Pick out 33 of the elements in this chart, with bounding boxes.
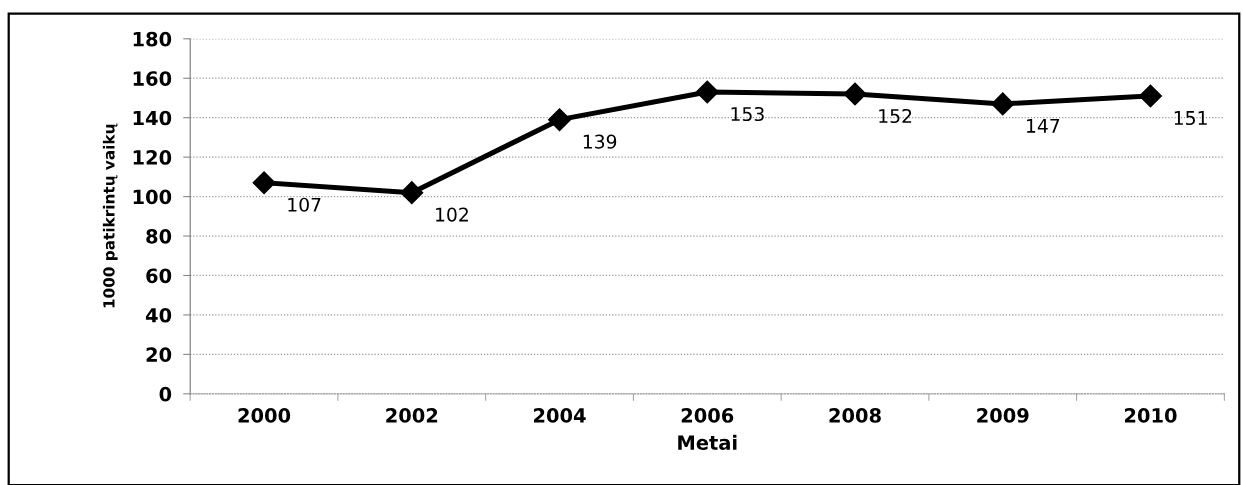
y-tick-label: 100 <box>133 189 172 205</box>
y-axis-title: 1000 patikrintų vaikų <box>102 123 118 308</box>
data-label: 102 <box>436 207 468 222</box>
x-axis-title: Metai <box>678 434 737 450</box>
y-tick-label: 160 <box>133 71 172 86</box>
y-tick-label: 80 <box>146 228 172 244</box>
point <box>843 82 867 106</box>
point <box>1138 84 1162 108</box>
point <box>695 80 719 104</box>
x-tick-label: 2010 <box>1124 408 1177 423</box>
point <box>548 108 572 132</box>
x-tick-label: 2002 <box>386 408 438 423</box>
data-label: 153 <box>731 106 764 122</box>
y-tick-label: 60 <box>146 268 172 284</box>
y-tick-label: 40 <box>145 307 172 323</box>
x-tick-label: 2004 <box>534 408 586 423</box>
data-label: 151 <box>1174 111 1207 126</box>
y-tick-label: 180 <box>133 31 172 47</box>
point <box>991 92 1015 116</box>
x-tick-label: 2000 <box>238 408 291 423</box>
y-tick-label: 120 <box>133 150 172 165</box>
data-label: 139 <box>583 134 617 149</box>
data-label: 152 <box>879 108 912 124</box>
x-tick-label: 2006 <box>681 408 734 423</box>
x-tick-label: 2009 <box>977 408 1029 423</box>
x-tick-label: 2008 <box>829 408 881 423</box>
data-label: 107 <box>288 197 321 212</box>
y-tick-label: 20 <box>146 347 172 363</box>
point <box>252 171 276 195</box>
data-label: 147 <box>1027 119 1060 133</box>
y-tick-label: 0 <box>159 386 172 402</box>
y-tick-label: 140 <box>133 110 172 126</box>
point <box>400 181 424 205</box>
